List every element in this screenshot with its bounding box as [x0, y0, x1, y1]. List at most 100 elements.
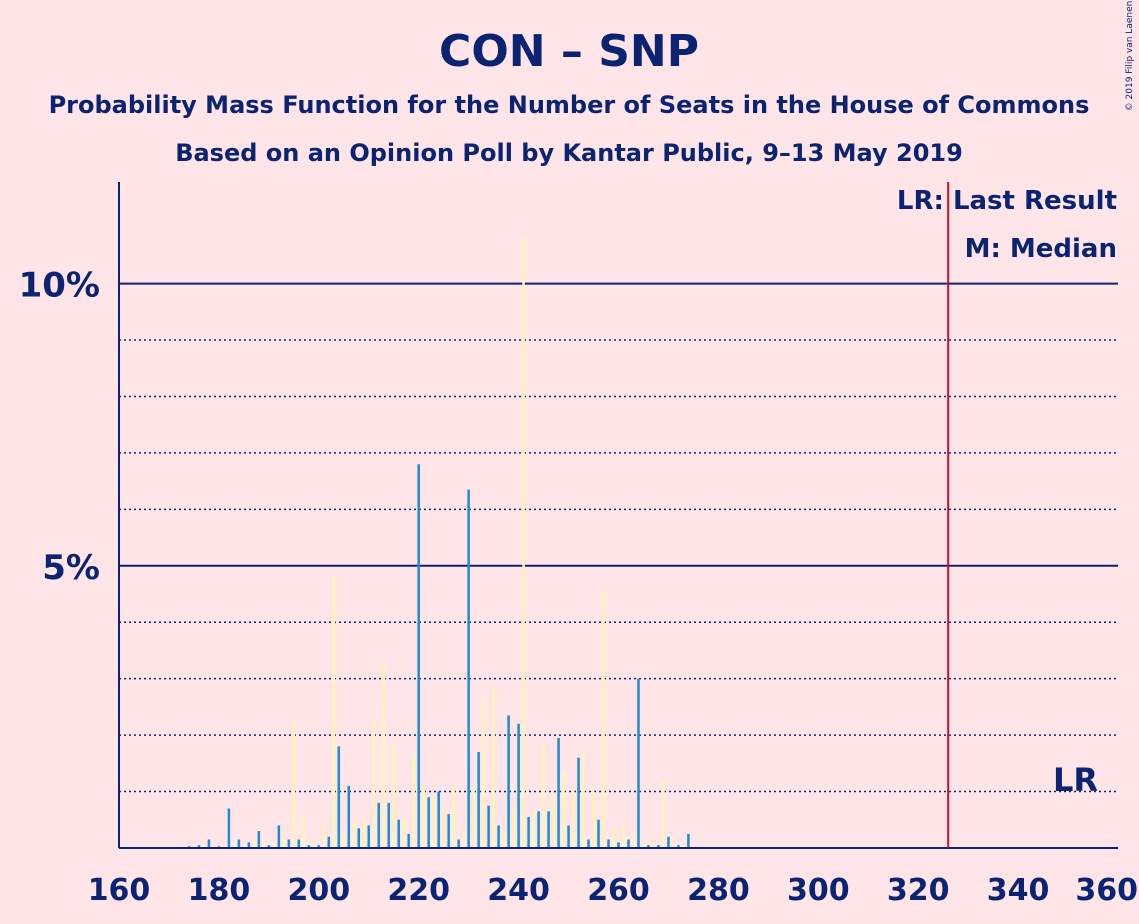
bar [437, 791, 440, 848]
bar [362, 819, 366, 848]
bar [522, 235, 525, 848]
x-tick-label: 160 [88, 873, 151, 908]
bar [472, 788, 475, 848]
bar [347, 785, 351, 848]
bar [642, 839, 645, 848]
bar [542, 743, 545, 848]
bar [577, 757, 580, 848]
bar [292, 718, 296, 848]
bar [637, 678, 640, 848]
bar [342, 833, 346, 848]
bar [297, 839, 301, 848]
bar [382, 664, 385, 848]
legend-last-result: LR: Last Result [897, 186, 1117, 216]
bar [282, 839, 286, 848]
bar [537, 811, 540, 848]
bar [327, 836, 331, 848]
bar [407, 833, 410, 848]
bar [312, 842, 316, 848]
x-tick-label: 340 [987, 873, 1050, 908]
bar [602, 585, 605, 848]
x-tick-label: 240 [487, 873, 550, 908]
bar [252, 839, 256, 848]
bar [632, 833, 635, 848]
x-tick-label: 260 [587, 873, 650, 908]
bar [422, 785, 425, 848]
bar [457, 839, 460, 848]
bar [557, 737, 560, 848]
bar [392, 746, 395, 848]
chart-subtitle-2: Based on an Opinion Poll by Kantar Publi… [175, 139, 963, 167]
bar [552, 794, 555, 848]
bar [307, 845, 311, 848]
x-tick-label: 220 [387, 873, 450, 908]
bar [662, 780, 665, 848]
bar [502, 831, 505, 848]
bar [582, 752, 585, 848]
y-tick-label: 10% [19, 266, 100, 306]
bar [547, 811, 550, 848]
legend-median: M: Median [965, 234, 1117, 264]
bars [187, 235, 690, 848]
bar [387, 802, 390, 848]
bar [467, 489, 470, 848]
bar [512, 808, 515, 848]
bar [372, 718, 375, 848]
bar [207, 839, 211, 848]
bar [532, 811, 535, 848]
bar [507, 715, 510, 848]
x-tick-label: 200 [287, 873, 350, 908]
x-tick-label: 300 [787, 873, 850, 908]
bar [517, 723, 520, 848]
bar [677, 845, 680, 848]
bar [197, 845, 201, 848]
bar [482, 698, 485, 848]
bar [352, 822, 356, 848]
bar [287, 839, 291, 848]
bar [597, 819, 600, 848]
bar [247, 842, 251, 848]
x-tick-label: 360 [1075, 873, 1138, 908]
bar [487, 805, 490, 848]
bar [272, 842, 276, 848]
bar [302, 816, 306, 848]
bar [402, 819, 405, 848]
x-tick-label: 280 [687, 873, 750, 908]
bar [202, 845, 206, 848]
bar [682, 845, 685, 848]
bar [687, 833, 690, 848]
x-tick-labels: 160 180 200 220 240 260 280 300 320 340 360 [88, 873, 1138, 908]
bar [592, 791, 595, 848]
bar [317, 845, 321, 848]
bar [237, 839, 241, 848]
bar [652, 842, 655, 848]
bar [332, 577, 336, 848]
y-tick-labels: 5% 10% [19, 266, 100, 588]
bar [242, 845, 246, 848]
bar [657, 845, 660, 848]
bar [417, 464, 420, 848]
chart-subtitle: Probability Mass Function for the Number… [49, 91, 1090, 119]
bar [492, 687, 495, 848]
bar [587, 839, 590, 848]
bar [432, 797, 435, 848]
y-tick-label: 5% [42, 548, 100, 588]
bar [257, 831, 261, 848]
bar [397, 819, 400, 848]
bar [572, 791, 575, 848]
bar [322, 822, 326, 848]
bar [622, 825, 625, 848]
bar [337, 746, 341, 848]
bar [262, 839, 266, 848]
bar [462, 828, 465, 848]
bar [567, 825, 570, 848]
grid-lines [119, 282, 1118, 793]
bar [452, 785, 455, 848]
x-tick-label: 180 [188, 873, 251, 908]
copyright-notice: © 2019 Filip van Laenen [1125, 1, 1135, 112]
bar [277, 825, 281, 848]
axes [118, 182, 1118, 849]
bar [627, 839, 630, 848]
bar [267, 845, 271, 848]
